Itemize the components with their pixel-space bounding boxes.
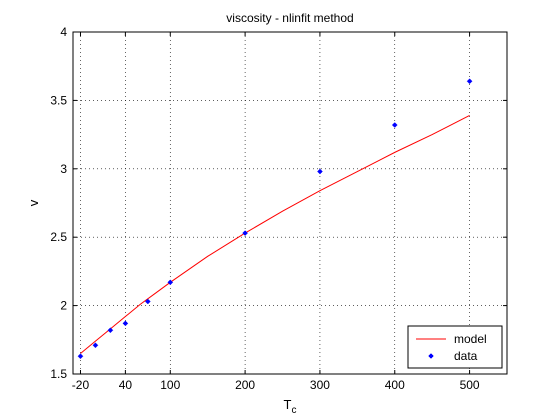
axis-ticks: -20 40 100 200 300 400 500 1.5 2 2.5 3 3.5 4 bbox=[50, 25, 507, 392]
data-point bbox=[466, 78, 473, 85]
y-tick-label: 2.5 bbox=[50, 230, 67, 244]
legend-data-marker bbox=[428, 353, 434, 359]
y-tick-label: 2 bbox=[60, 299, 67, 313]
x-tick-label: 500 bbox=[460, 378, 480, 392]
legend-data-label: data bbox=[454, 349, 478, 363]
chart-title: viscosity - nlinfit method bbox=[226, 11, 353, 25]
legend-data-swatch bbox=[428, 353, 434, 359]
model-line bbox=[80, 115, 470, 354]
data-point bbox=[77, 353, 84, 360]
legend-box bbox=[407, 325, 503, 369]
x-tick-label: 200 bbox=[235, 378, 255, 392]
x-axis-label: Tc bbox=[284, 397, 297, 416]
x-tick-label: 100 bbox=[160, 378, 180, 392]
series-layer bbox=[77, 78, 473, 360]
y-axis-label: v bbox=[26, 199, 41, 206]
x-axis-label-subscript: c bbox=[291, 405, 296, 416]
x-axis-label-base: T bbox=[284, 397, 292, 412]
data-point bbox=[317, 168, 323, 175]
x-tick-label: 40 bbox=[119, 378, 133, 392]
plot-area bbox=[73, 32, 507, 374]
y-tick-label: 1.5 bbox=[50, 367, 67, 381]
data-point bbox=[242, 230, 248, 236]
data-point bbox=[167, 279, 174, 286]
y-tick-label: 4 bbox=[60, 25, 67, 39]
x-tick-label: 300 bbox=[310, 378, 330, 392]
y-tick-label: 3 bbox=[60, 162, 67, 176]
plot-frame bbox=[72, 31, 508, 375]
data-point bbox=[391, 122, 398, 128]
legend: model data bbox=[407, 325, 503, 369]
data-point bbox=[122, 320, 129, 327]
y-tick-label: 3.5 bbox=[50, 93, 67, 107]
data-point bbox=[107, 327, 114, 334]
x-tick-label: 400 bbox=[385, 378, 405, 392]
data-point bbox=[92, 342, 99, 349]
data-point bbox=[144, 298, 151, 305]
x-tick-label: -20 bbox=[72, 378, 90, 392]
legend-model-label: model bbox=[454, 332, 487, 346]
